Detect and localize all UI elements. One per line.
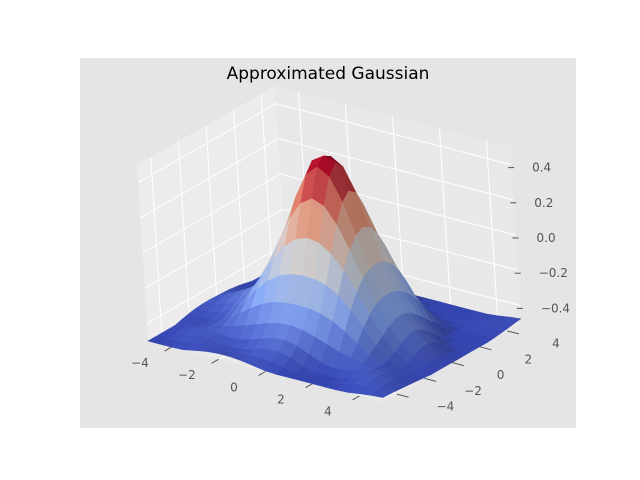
y-tick-label: 4 bbox=[552, 337, 560, 351]
chart-title: Approximated Gaussian bbox=[227, 64, 430, 84]
surface-patch bbox=[370, 389, 391, 398]
x-tick-labels: −4 −2 0 2 4 bbox=[131, 356, 332, 419]
y-tick-label: 2 bbox=[524, 352, 532, 366]
z-tick-label: 0.4 bbox=[532, 161, 551, 175]
z-gridline-left bbox=[142, 173, 281, 254]
y-tick-mark bbox=[507, 330, 520, 335]
surface-plot bbox=[147, 155, 522, 398]
x-tick-label: −2 bbox=[178, 368, 196, 382]
y-tick-label: −2 bbox=[464, 384, 482, 398]
z-gridline-back bbox=[275, 103, 512, 166]
z-gridline-left bbox=[144, 208, 283, 289]
z-gridline-left bbox=[146, 243, 286, 324]
x-tick-label: 0 bbox=[230, 380, 238, 394]
y-tick-mark bbox=[396, 393, 409, 398]
x-tick-label: 2 bbox=[277, 393, 285, 407]
z-tick-label: 0.2 bbox=[534, 196, 553, 210]
z-tick-labels: 0.4 0.2 0.0 −0.2 −0.4 bbox=[532, 161, 570, 316]
y-tick-mark bbox=[451, 362, 464, 367]
z-gridline-left bbox=[137, 103, 277, 184]
z-tick-label: 0.0 bbox=[537, 231, 556, 245]
x-tick-mark bbox=[258, 371, 266, 376]
x-tick-mark bbox=[305, 383, 313, 389]
x-tick-label: −4 bbox=[131, 356, 149, 370]
z-tick-label: −0.2 bbox=[539, 266, 568, 280]
x-tick-mark bbox=[211, 358, 219, 364]
z-gridline-back bbox=[278, 138, 514, 201]
x-tick-mark bbox=[164, 346, 172, 352]
z-gridline-left bbox=[140, 138, 279, 219]
y-tick-mark bbox=[479, 346, 492, 351]
x-tick-label: 4 bbox=[324, 405, 332, 419]
tick-marks bbox=[164, 167, 523, 401]
y-tick-label: 0 bbox=[497, 368, 505, 382]
z-tick-label: −0.4 bbox=[541, 301, 570, 315]
y-tick-label: −4 bbox=[437, 400, 455, 414]
y-tick-mark bbox=[424, 377, 437, 382]
y-tick-labels: −4 −2 0 2 4 bbox=[437, 337, 560, 414]
x-tick-mark bbox=[352, 395, 360, 401]
